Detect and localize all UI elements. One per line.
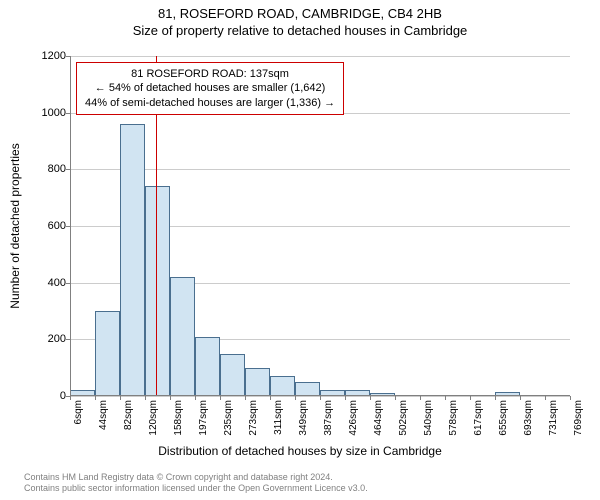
x-tick-mark [470, 396, 471, 400]
histogram-bar [145, 186, 170, 396]
x-tick-label: 82sqm [123, 400, 134, 450]
y-tick-label: 200 [16, 333, 66, 345]
x-tick-mark [545, 396, 546, 400]
footer-line2: Contains public sector information licen… [24, 483, 368, 494]
annotation-line1: 81 ROSEFORD ROAD: 137sqm [85, 67, 335, 81]
histogram-bar [95, 311, 120, 396]
x-tick-label: 464sqm [373, 400, 384, 450]
y-tick-label: 1200 [16, 50, 66, 62]
chart-root: 81, ROSEFORD ROAD, CAMBRIDGE, CB4 2HB Si… [0, 0, 600, 500]
x-tick-mark [120, 396, 121, 400]
x-tick-label: 426sqm [348, 400, 359, 450]
annotation-line2: ← 54% of detached houses are smaller (1,… [85, 81, 335, 95]
x-tick-mark [195, 396, 196, 400]
x-tick-label: 617sqm [473, 400, 484, 450]
y-axis-spine [70, 56, 71, 396]
x-tick-label: 158sqm [173, 400, 184, 450]
y-tick-label: 600 [16, 220, 66, 232]
annotation-box: 81 ROSEFORD ROAD: 137sqm ← 54% of detach… [76, 62, 344, 115]
x-tick-mark [70, 396, 71, 400]
footer-caption: Contains HM Land Registry data © Crown c… [24, 472, 368, 494]
histogram-bar [195, 337, 220, 397]
annotation-line3: 44% of semi-detached houses are larger (… [85, 96, 335, 110]
x-tick-mark [245, 396, 246, 400]
x-tick-label: 769sqm [573, 400, 584, 450]
histogram-bar [245, 368, 270, 396]
x-tick-mark [145, 396, 146, 400]
x-tick-mark [520, 396, 521, 400]
x-tick-mark [270, 396, 271, 400]
x-tick-mark [295, 396, 296, 400]
x-tick-label: 235sqm [223, 400, 234, 450]
y-tick-label: 0 [16, 390, 66, 402]
x-tick-mark [395, 396, 396, 400]
x-tick-mark [370, 396, 371, 400]
x-tick-label: 311sqm [273, 400, 284, 450]
x-tick-label: 731sqm [548, 400, 559, 450]
histogram-bar [170, 277, 195, 396]
histogram-bar [120, 124, 145, 396]
x-tick-mark [320, 396, 321, 400]
footer-line1: Contains HM Land Registry data © Crown c… [24, 472, 368, 483]
x-tick-label: 540sqm [423, 400, 434, 450]
title-address: 81, ROSEFORD ROAD, CAMBRIDGE, CB4 2HB [0, 6, 600, 21]
x-axis-label: Distribution of detached houses by size … [0, 444, 600, 458]
y-tick-label: 1000 [16, 107, 66, 119]
x-tick-label: 502sqm [398, 400, 409, 450]
x-tick-label: 120sqm [148, 400, 159, 450]
y-tick-label: 400 [16, 277, 66, 289]
histogram-bar [295, 382, 320, 396]
x-tick-label: 6sqm [73, 400, 84, 450]
x-tick-mark [95, 396, 96, 400]
x-tick-mark [445, 396, 446, 400]
title-block: 81, ROSEFORD ROAD, CAMBRIDGE, CB4 2HB Si… [0, 6, 600, 38]
x-tick-mark [170, 396, 171, 400]
x-tick-mark [220, 396, 221, 400]
x-tick-label: 349sqm [298, 400, 309, 450]
x-tick-label: 578sqm [448, 400, 459, 450]
histogram-bar [220, 354, 245, 397]
gridline [70, 169, 570, 170]
x-tick-mark [420, 396, 421, 400]
x-tick-label: 387sqm [323, 400, 334, 450]
x-tick-label: 197sqm [198, 400, 209, 450]
x-tick-mark [570, 396, 571, 400]
x-tick-label: 655sqm [498, 400, 509, 450]
x-tick-mark [345, 396, 346, 400]
x-tick-label: 44sqm [98, 400, 109, 450]
x-tick-label: 273sqm [248, 400, 259, 450]
x-tick-label: 693sqm [523, 400, 534, 450]
gridline [70, 56, 570, 57]
title-subtitle: Size of property relative to detached ho… [0, 23, 600, 38]
x-tick-mark [495, 396, 496, 400]
histogram-bar [270, 376, 295, 396]
y-tick-label: 800 [16, 163, 66, 175]
